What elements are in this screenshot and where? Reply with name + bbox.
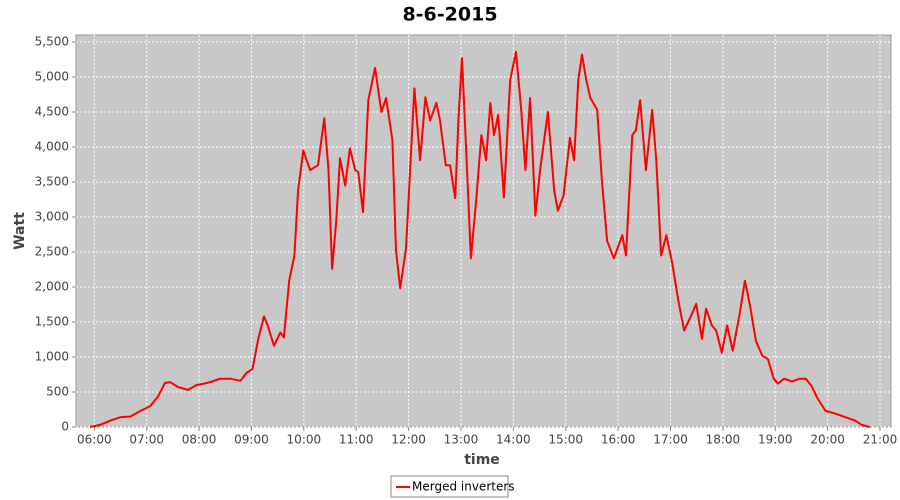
legend-label: Merged inverters: [412, 480, 515, 494]
y-tick-label: 3,000: [35, 210, 69, 224]
x-tick-label: 12:00: [391, 433, 426, 447]
x-tick-label: 20:00: [810, 433, 845, 447]
y-tick-label: 2,000: [35, 280, 69, 294]
y-tick-label: 0: [61, 420, 69, 434]
x-tick-label: 21:00: [863, 433, 898, 447]
y-tick-label: 1,500: [35, 315, 69, 329]
x-tick-label: 13:00: [444, 433, 479, 447]
y-axis-label: Watt: [12, 212, 28, 250]
x-axis-label: time: [464, 452, 500, 468]
x-tick-label: 18:00: [706, 433, 741, 447]
x-tick-label: 11:00: [339, 433, 374, 447]
y-tick-label: 2,500: [35, 245, 69, 259]
y-tick-label: 1,000: [35, 350, 69, 364]
plot-area: [75, 34, 892, 428]
x-tick-label: 15:00: [548, 433, 583, 447]
series-line: [89, 50, 871, 428]
y-tick-label: 5,000: [35, 70, 69, 84]
y-tick-label: 500: [46, 385, 69, 399]
x-tick-label: 08:00: [182, 433, 217, 447]
x-tick-label: 16:00: [601, 433, 636, 447]
y-tick-label: 3,500: [35, 175, 69, 189]
x-tick-label: 19:00: [758, 433, 793, 447]
x-tick-label: 17:00: [653, 433, 688, 447]
x-tick-label: 06:00: [77, 433, 112, 447]
y-tick-label: 5,500: [35, 35, 69, 49]
x-tick-label: 07:00: [129, 433, 164, 447]
x-tick-label: 14:00: [496, 433, 531, 447]
legend-box: [390, 475, 509, 498]
y-tick-label: 4,500: [35, 105, 69, 119]
x-tick-label: 09:00: [234, 433, 269, 447]
chart-title: 8-6-2015: [402, 4, 497, 26]
x-tick-label: 10:00: [287, 433, 322, 447]
y-tick-label: 4,000: [35, 140, 69, 154]
